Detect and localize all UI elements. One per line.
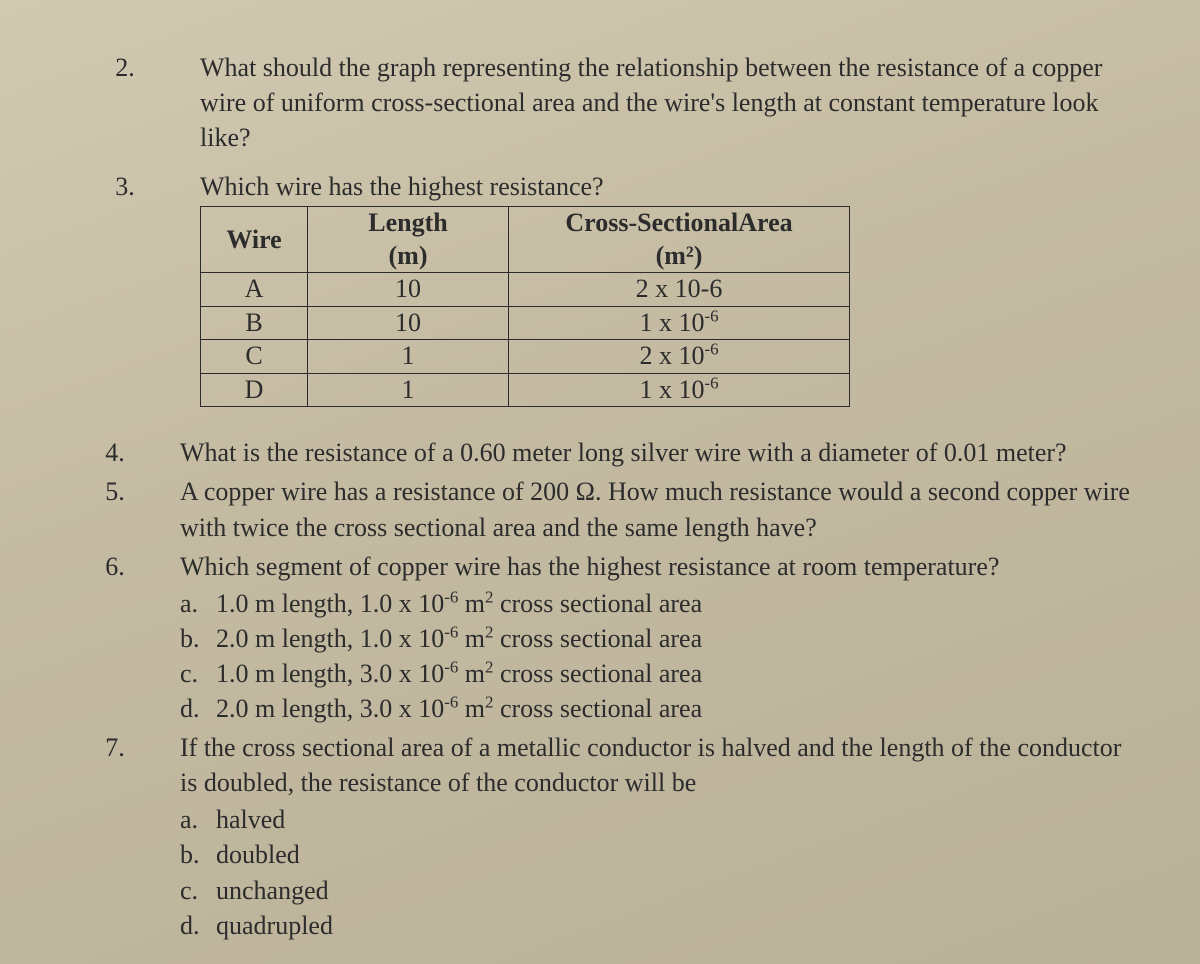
cell-length: 10 — [308, 273, 509, 307]
cell-area: 2 x 10-6 — [509, 340, 850, 374]
worksheet-page: 2. What should the graph representing th… — [0, 0, 1200, 964]
question-6: 6. Which segment of copper wire has the … — [60, 549, 1140, 726]
option-a: a. 1.0 m length, 1.0 x 10-6 m2 cross sec… — [180, 586, 1140, 621]
wire-table: Wire Length Cross-SectionalArea (m) (m²)… — [200, 206, 850, 407]
options-list: a. halved b. doubled c. unchanged d. qua… — [180, 802, 1140, 942]
col-header-wire: Wire — [201, 207, 308, 273]
question-number: 4. — [60, 435, 180, 470]
table-row: D 1 1 x 10-6 — [201, 373, 850, 407]
question-number: 2. — [60, 50, 200, 85]
option-text: halved — [216, 802, 285, 837]
option-text: 2.0 m length, 3.0 x 10-6 m2 cross sectio… — [216, 691, 702, 726]
option-letter: d. — [180, 691, 216, 726]
cell-area: 1 x 10-6 — [509, 306, 850, 340]
col-header-area-unit: (m²) — [509, 240, 850, 273]
option-text: unchanged — [216, 873, 329, 908]
question-text: If the cross sectional area of a metalli… — [180, 730, 1140, 800]
option-d: d. quadrupled — [180, 908, 1140, 943]
option-letter: c. — [180, 656, 216, 691]
question-2: 2. What should the graph representing th… — [60, 50, 1140, 155]
option-letter: c. — [180, 873, 216, 908]
option-text: doubled — [216, 837, 300, 872]
option-b: b. 2.0 m length, 1.0 x 10-6 m2 cross sec… — [180, 621, 1140, 656]
option-letter: b. — [180, 621, 216, 656]
cell-length: 1 — [308, 340, 509, 374]
cell-area: 2 x 10-6 — [509, 273, 850, 307]
col-header-length: Length — [308, 207, 509, 240]
option-letter: a. — [180, 802, 216, 837]
question-body: If the cross sectional area of a metalli… — [180, 730, 1140, 943]
question-7: 7. If the cross sectional area of a meta… — [60, 730, 1140, 943]
table-row: A 10 2 x 10-6 — [201, 273, 850, 307]
question-body: Which segment of copper wire has the hig… — [180, 549, 1140, 726]
col-header-area: Cross-SectionalArea — [509, 207, 850, 240]
cell-wire: A — [201, 273, 308, 307]
question-number: 6. — [60, 549, 180, 584]
table-header-row: Wire Length Cross-SectionalArea — [201, 207, 850, 240]
col-header-length-unit: (m) — [308, 240, 509, 273]
option-c: c. unchanged — [180, 873, 1140, 908]
cell-area: 1 x 10-6 — [509, 373, 850, 407]
question-text: What should the graph representing the r… — [200, 50, 1140, 155]
question-number: 5. — [60, 474, 180, 509]
option-d: d. 2.0 m length, 3.0 x 10-6 m2 cross sec… — [180, 691, 1140, 726]
question-text: A copper wire has a resistance of 200 Ω.… — [180, 474, 1140, 544]
question-4: 4. What is the resistance of a 0.60 mete… — [60, 435, 1140, 470]
question-5: 5. A copper wire has a resistance of 200… — [60, 474, 1140, 544]
option-letter: d. — [180, 908, 216, 943]
table-row: C 1 2 x 10-6 — [201, 340, 850, 374]
table-row: B 10 1 x 10-6 — [201, 306, 850, 340]
cell-wire: C — [201, 340, 308, 374]
question-body: Which wire has the highest resistance? W… — [200, 169, 1140, 407]
option-b: b. doubled — [180, 837, 1140, 872]
option-text: 1.0 m length, 1.0 x 10-6 m2 cross sectio… — [216, 586, 702, 621]
option-a: a. halved — [180, 802, 1140, 837]
option-text: quadrupled — [216, 908, 333, 943]
option-c: c. 1.0 m length, 3.0 x 10-6 m2 cross sec… — [180, 656, 1140, 691]
question-text: Which segment of copper wire has the hig… — [180, 549, 1140, 584]
option-text: 2.0 m length, 1.0 x 10-6 m2 cross sectio… — [216, 621, 702, 656]
options-list: a. 1.0 m length, 1.0 x 10-6 m2 cross sec… — [180, 586, 1140, 726]
question-number: 3. — [60, 169, 200, 204]
cell-length: 1 — [308, 373, 509, 407]
question-text: What is the resistance of a 0.60 meter l… — [180, 435, 1140, 470]
question-number: 7. — [60, 730, 180, 765]
cell-length: 10 — [308, 306, 509, 340]
option-letter: b. — [180, 837, 216, 872]
question-3: 3. Which wire has the highest resistance… — [60, 169, 1140, 407]
cell-wire: D — [201, 373, 308, 407]
option-letter: a. — [180, 586, 216, 621]
option-text: 1.0 m length, 3.0 x 10-6 m2 cross sectio… — [216, 656, 702, 691]
cell-wire: B — [201, 306, 308, 340]
question-text: Which wire has the highest resistance? — [200, 169, 1140, 204]
